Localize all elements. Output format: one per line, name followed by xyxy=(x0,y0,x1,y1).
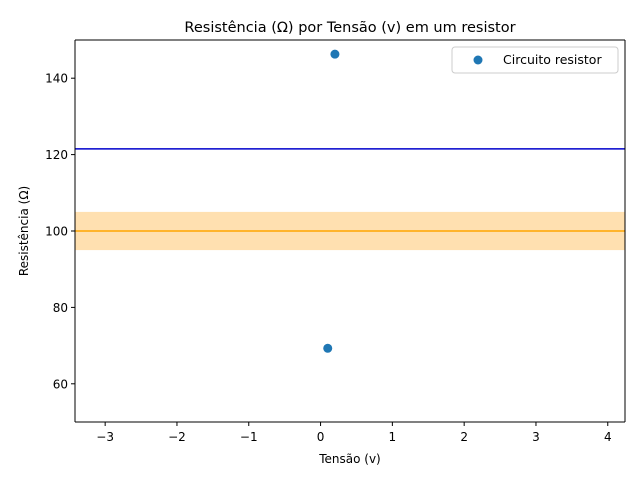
x-tick-label: −1 xyxy=(240,430,258,444)
x-tick-label: −2 xyxy=(168,430,186,444)
y-tick-label: 80 xyxy=(53,301,68,315)
x-tick-label: 4 xyxy=(604,430,612,444)
data-point-0-1 xyxy=(330,49,340,59)
legend-box xyxy=(451,46,619,74)
y-tick-label: 60 xyxy=(53,377,68,391)
data-point-0-0 xyxy=(323,343,333,353)
y-tick-label: 140 xyxy=(45,72,68,86)
x-axis-label: Tensão (v) xyxy=(318,452,381,466)
x-tick-label: 2 xyxy=(460,430,468,444)
y-axis-label: Resistência (Ω) xyxy=(17,186,31,276)
y-tick-label: 120 xyxy=(45,148,68,162)
x-tick-label: 0 xyxy=(317,430,325,444)
legend: Circuito resistor xyxy=(451,46,619,74)
x-tick-label: −3 xyxy=(96,430,114,444)
x-tick-label: 3 xyxy=(532,430,540,444)
x-tick-label: 1 xyxy=(389,430,397,444)
plot-area: −3 −2 −1 0 1 2 3 4 60 80 100 120 140 xyxy=(45,39,626,444)
chart-title: Resistência (Ω) por Tensão (v) em um res… xyxy=(184,20,515,36)
legend-marker xyxy=(473,55,483,65)
legend-label: Circuito resistor xyxy=(503,52,602,67)
y-tick-label: 100 xyxy=(45,225,68,239)
